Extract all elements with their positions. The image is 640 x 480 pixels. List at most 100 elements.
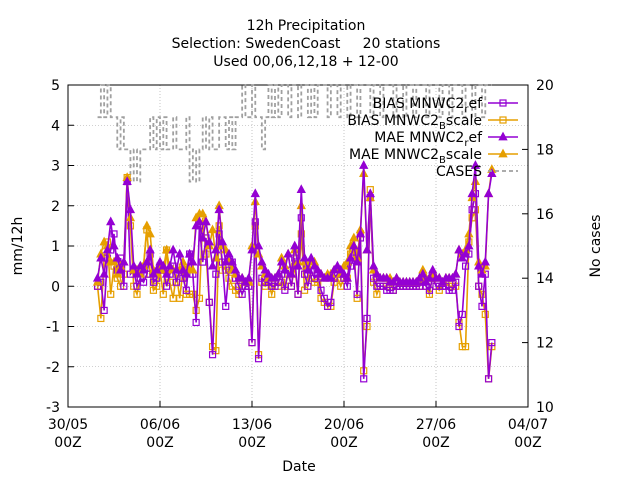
data-point — [159, 290, 167, 298]
y2-tick-label: 12 — [536, 336, 554, 352]
data-point — [109, 240, 119, 250]
y-axis-label: mm/12h — [10, 217, 26, 276]
data-point — [110, 230, 118, 238]
data-point — [343, 282, 351, 290]
data-point — [250, 188, 260, 198]
legend-label-sub: B — [439, 121, 446, 132]
legend-label-rest: scale — [446, 113, 482, 129]
data-point — [145, 244, 155, 254]
data-point — [487, 168, 497, 177]
x-tick-label-date: 04/07 — [508, 417, 548, 433]
data-point — [115, 264, 126, 274]
y2-tick-label: 10 — [536, 400, 554, 416]
data-point — [327, 298, 335, 306]
data-point — [142, 256, 152, 266]
data-point — [355, 228, 366, 238]
data-point — [188, 256, 198, 266]
data-point — [207, 260, 218, 270]
data-point — [353, 290, 361, 298]
y-tick-label: 0 — [51, 279, 60, 295]
y2-tick-label: 18 — [536, 142, 554, 158]
data-point — [253, 240, 264, 250]
x-tick-label-date: 20/06 — [324, 417, 364, 433]
legend-marker — [498, 148, 508, 158]
y2-axis-label: No cases — [588, 215, 604, 278]
data-point — [320, 294, 328, 302]
data-point — [276, 256, 287, 266]
y2-tick-label: 20 — [536, 78, 554, 94]
data-point — [244, 272, 254, 282]
data-point — [484, 375, 493, 383]
data-point — [204, 236, 214, 246]
data-point — [208, 351, 217, 359]
x-tick-label-date: 30/05 — [48, 417, 88, 433]
data-point — [184, 248, 195, 258]
data-point — [217, 236, 228, 246]
data-point — [299, 252, 310, 262]
data-point — [189, 290, 197, 298]
y-tick-label: 2 — [51, 199, 60, 215]
data-point — [362, 244, 372, 254]
x-tick-label-hour: 00Z — [422, 435, 449, 451]
data-point — [363, 314, 371, 323]
data-point — [477, 268, 487, 278]
x-tick-label-date: 13/06 — [232, 417, 272, 433]
data-point — [359, 160, 369, 169]
legend-item: BIAS MNWC2Bscale — [347, 113, 518, 132]
data-point — [205, 298, 213, 306]
data-point — [254, 355, 263, 363]
data-point — [120, 282, 128, 290]
data-point — [96, 252, 106, 262]
data-point — [182, 286, 190, 294]
legend-label-sub: B — [439, 155, 446, 166]
y-tick-label: -1 — [46, 320, 60, 336]
data-point — [199, 258, 207, 266]
legend-label-rest: ef — [468, 130, 483, 146]
data-point — [365, 188, 375, 198]
chart-title: 12h Precipitation Selection: SwedenCoast… — [172, 18, 441, 70]
data-point — [227, 256, 237, 266]
data-point — [138, 264, 149, 274]
data-point — [461, 343, 470, 351]
data-point — [326, 272, 336, 282]
legend-label-rest: ef — [468, 96, 483, 112]
data-point — [224, 248, 234, 258]
data-point — [133, 290, 141, 298]
data-point — [175, 248, 185, 258]
data-point — [287, 282, 296, 290]
data-point — [428, 264, 438, 274]
data-point — [468, 206, 476, 214]
data-point — [112, 252, 122, 262]
data-point — [475, 282, 483, 290]
data-point — [483, 188, 494, 198]
data-point — [293, 260, 303, 270]
data-point — [373, 290, 381, 298]
legend-label-base: BIAS MNWC2 — [373, 96, 465, 112]
data-point — [451, 268, 461, 278]
x-tick-label-hour: 00Z — [514, 435, 541, 451]
data-point — [418, 268, 428, 278]
y2-tick-label: 16 — [536, 207, 554, 223]
data-point — [248, 339, 256, 347]
data-point — [342, 272, 352, 282]
data-point — [99, 268, 109, 278]
data-point — [481, 310, 489, 319]
data-point — [97, 314, 105, 323]
data-point — [454, 244, 464, 254]
series-cases — [97, 84, 492, 183]
data-point — [317, 286, 325, 294]
series-layer — [92, 84, 497, 383]
data-point — [488, 339, 496, 347]
data-point — [194, 216, 205, 226]
data-point — [280, 264, 290, 274]
data-point — [188, 264, 198, 274]
data-point — [158, 260, 168, 270]
chart-title-line-3: Used 00,06,12,18 + 12-00 — [213, 54, 398, 70]
data-point — [467, 188, 477, 198]
data-point — [142, 220, 152, 230]
y-axis-left: -3 -2 -1 0 1 2 3 4 5 — [46, 78, 74, 416]
data-point — [455, 322, 463, 331]
data-point — [107, 290, 115, 298]
x-tick-label-date: 27/06 — [416, 417, 456, 433]
legend-item: MAE MNWC2ref — [374, 130, 518, 149]
